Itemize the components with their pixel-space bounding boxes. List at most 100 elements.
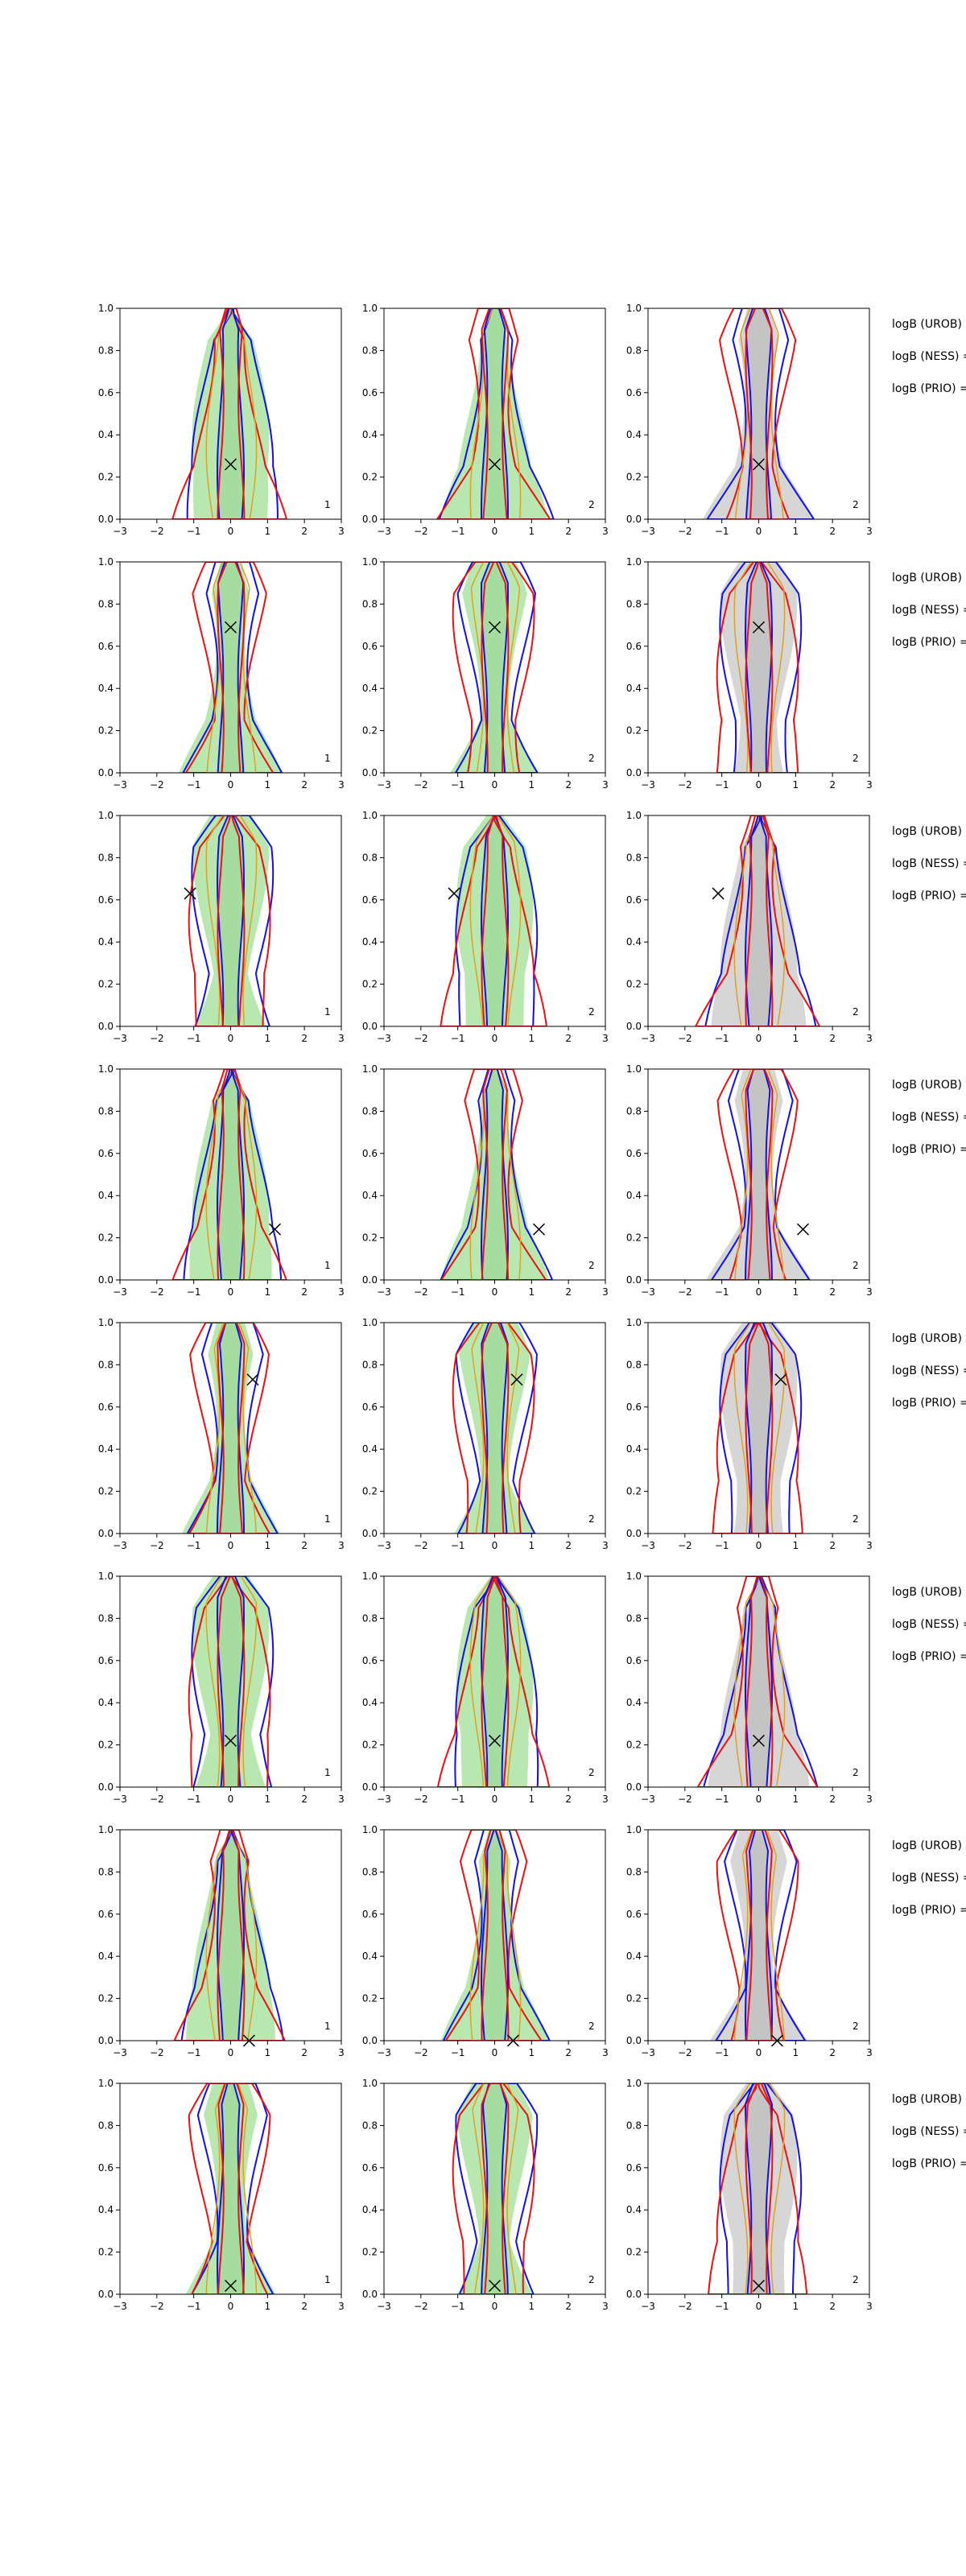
contour-orange: [469, 1069, 522, 1280]
contour-orange: [205, 1576, 258, 1787]
logb-label: logB (PRIO) =: [892, 1650, 966, 1663]
x-tick-label: −1: [451, 1540, 465, 1551]
x-tick-label: 3: [602, 779, 609, 791]
x-tick-label: −2: [678, 2301, 692, 2312]
x-tick-label: −2: [414, 2047, 428, 2058]
x-tick-label: −1: [715, 526, 729, 537]
contour-blue-inner: [481, 1830, 509, 2041]
x-tick-label: −1: [715, 1794, 729, 1805]
logb-label: logB (PRIO) =: [892, 636, 966, 649]
subplot-r2-c1: −3 −2 −1 0 1 2 3 0.0 0.2 0.4 0.6 0.8 1.0 1: [98, 556, 345, 791]
x-tick-label: −1: [187, 1286, 201, 1298]
panel-corner-label: 2: [852, 1006, 859, 1018]
x-tick-label: 3: [866, 1286, 873, 1298]
y-tick-label: 1.0: [98, 2078, 114, 2089]
x-tick-label: −1: [451, 1286, 465, 1298]
x-tick-label: 0: [492, 1540, 498, 1551]
subplot-r7-c3: −3 −2 −1 0 1 2 3 0.0 0.2 0.4 0.6 0.8 1.0 2: [626, 1824, 873, 2058]
contour-blue-outer: [438, 308, 555, 519]
y-tick-label: 0.2: [362, 1232, 378, 1244]
x-tick-label: −3: [113, 1286, 127, 1298]
x-tick-label: 0: [756, 1033, 762, 1044]
contour-blue-outer: [703, 1576, 819, 1787]
y-tick-label: 0.2: [626, 1486, 642, 1497]
contour-blue-inner: [481, 562, 509, 773]
subplot-r5-c2: −3 −2 −1 0 1 2 3 0.0 0.2 0.4 0.6 0.8 1.0 2: [362, 1317, 609, 1551]
y-tick-label: 0.0: [98, 1274, 114, 1286]
subplot-r3-c3: −3 −2 −1 0 1 2 3 0.0 0.2 0.4 0.6 0.8 1.0 2: [626, 810, 873, 1044]
x-tick-label: 2: [301, 526, 308, 537]
logb-label: logB (NESS) =: [892, 1111, 966, 1124]
contour-blue-inner: [217, 2083, 245, 2294]
contour-blue-outer: [704, 815, 817, 1026]
panel-corner-label: 1: [324, 2021, 331, 2032]
logb-label: logB (UROB) =: [892, 572, 966, 584]
y-tick-label: 0.4: [362, 1951, 378, 1962]
x-tick-label: 0: [756, 1286, 762, 1298]
panel-corner-label: 2: [588, 499, 595, 510]
y-tick-label: 0.4: [626, 1190, 642, 1201]
x-tick-label: 2: [301, 1033, 308, 1044]
x-tick-label: −3: [641, 779, 655, 791]
x-tick-label: −1: [715, 1033, 729, 1044]
y-tick-label: 0.6: [98, 387, 114, 398]
x-tick-label: 1: [793, 1033, 799, 1044]
density-core-fill: [481, 1323, 508, 1534]
y-tick-label: 0.8: [362, 1359, 378, 1370]
y-tick-label: 0.4: [362, 1697, 378, 1708]
x-tick-label: −2: [678, 1794, 692, 1805]
contour-red-inner: [217, 1069, 246, 1280]
cross-marker: [752, 458, 766, 471]
contour-blue-outer: [719, 1323, 803, 1534]
contour-blue-inner: [481, 1576, 509, 1787]
x-tick-label: 0: [492, 1286, 498, 1298]
x-tick-label: −2: [678, 1286, 692, 1298]
x-tick-label: −3: [113, 526, 127, 537]
y-tick-label: 0.0: [626, 514, 642, 525]
contour-orange: [471, 1323, 520, 1534]
contour-red-outer: [716, 1830, 799, 2041]
logb-label: logB (UROB) =: [892, 825, 966, 838]
y-tick-label: 0.8: [362, 2120, 378, 2131]
x-tick-label: 2: [829, 779, 836, 791]
contour-orange: [469, 1830, 522, 2041]
contour-blue-outer: [455, 1323, 538, 1534]
y-tick-label: 1.0: [362, 2078, 378, 2089]
y-tick-label: 1.0: [626, 1824, 642, 1835]
x-tick-label: −1: [715, 2047, 729, 2058]
y-tick-label: 0.6: [626, 1655, 642, 1666]
y-tick-label: 1.0: [626, 1063, 642, 1075]
contour-red-outer: [171, 308, 288, 519]
y-tick-label: 0.8: [98, 852, 114, 863]
contour-red-outer: [712, 1323, 803, 1534]
cross-marker: [224, 2279, 237, 2293]
x-tick-label: 3: [866, 526, 873, 537]
density-core-fill: [217, 815, 244, 1026]
y-tick-label: 0.4: [98, 2204, 114, 2215]
contour-red-inner: [745, 1576, 774, 1787]
x-tick-label: −2: [150, 1540, 164, 1551]
panel-corner-label: 1: [324, 753, 331, 764]
subplot-r8-c2: −3 −2 −1 0 1 2 3 0.0 0.2 0.4 0.6 0.8 1.0 2: [362, 2078, 609, 2312]
x-tick-label: 2: [829, 2047, 836, 2058]
contour-red-outer: [440, 815, 547, 1026]
logb-label: logB (UROB) =: [892, 318, 966, 331]
y-tick-label: 0.6: [98, 1655, 114, 1666]
y-tick-label: 0.0: [362, 767, 378, 778]
logb-label: logB (PRIO) =: [892, 382, 966, 395]
contour-red-outer: [171, 1069, 287, 1280]
contour-red-inner: [745, 2083, 774, 2294]
y-tick-label: 0.2: [362, 725, 378, 737]
contour-blue-inner: [745, 815, 773, 1026]
x-tick-label: 1: [793, 1540, 799, 1551]
contour-red-outer: [184, 562, 275, 773]
contour-red-inner: [745, 562, 774, 773]
y-tick-label: 0.6: [362, 1655, 378, 1666]
x-tick-label: 2: [565, 2301, 572, 2312]
y-tick-label: 1.0: [626, 1317, 642, 1328]
y-tick-label: 1.0: [98, 1063, 114, 1075]
logb-label: logB (UROB) =: [892, 1839, 966, 1852]
panel-corner-label: 1: [324, 1767, 331, 1778]
x-tick-label: −2: [150, 2047, 164, 2058]
x-tick-label: 2: [829, 1033, 836, 1044]
